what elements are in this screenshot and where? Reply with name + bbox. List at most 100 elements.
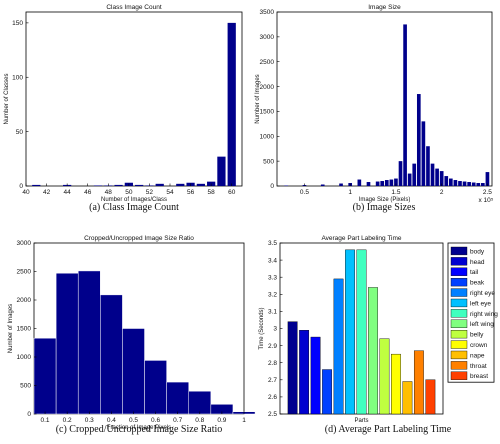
x-tick-label: 0.9 (217, 417, 226, 424)
x-axis-label: Number of Images/Class (101, 197, 167, 203)
y-tick-label: 0 (19, 183, 23, 190)
bar (462, 181, 467, 186)
bar-left-eye (345, 249, 355, 415)
bar-throat (413, 350, 424, 415)
x-tick-label: 54 (166, 189, 174, 196)
bar (398, 161, 403, 186)
legend-swatch (450, 361, 468, 370)
bar (485, 172, 490, 186)
x-tick-label: 0.6 (151, 417, 160, 424)
y-tick-label: 0 (270, 183, 274, 190)
bar (453, 180, 458, 186)
y-axis-label: Time (Seconds) (259, 307, 265, 349)
bar (217, 156, 226, 186)
bar (144, 360, 167, 415)
y-tick-label: 2.8 (268, 360, 277, 367)
legend-label: throat (470, 363, 487, 370)
legend-label: tail (470, 269, 479, 276)
bar (155, 183, 164, 186)
legend-swatch (450, 246, 468, 256)
plot-area (25, 11, 243, 187)
x-tick-label: 0.7 (173, 417, 182, 424)
bar (32, 184, 41, 186)
bar (176, 183, 185, 186)
bar (481, 183, 485, 186)
y-tick-label: 2.6 (268, 394, 277, 401)
x-tick-label: 0.3 (85, 417, 94, 424)
chart-title: Class Image Count (106, 4, 161, 11)
chart-title: Cropped/Uncropped Image Size Ratio (84, 235, 194, 242)
bar (196, 183, 205, 186)
x-tick-label: 0.5 (300, 189, 309, 196)
x-axis-label: Fraction of Image Pixels (107, 425, 171, 431)
legend-swatch (450, 309, 468, 318)
bar-series (287, 249, 436, 415)
bar-tail (310, 336, 321, 415)
bar-right-wing (356, 249, 367, 415)
bar-breast (425, 379, 436, 415)
y-tick-label: 3.3 (268, 274, 277, 281)
bar-nape (402, 381, 413, 415)
y-tick-label: 3.1 (268, 309, 277, 316)
x-tick-label: 52 (146, 189, 154, 196)
x-tick-label: 44 (64, 189, 72, 196)
x-tick-label: 1 (242, 417, 246, 424)
x-tick-label: 46 (84, 189, 92, 196)
bar (389, 179, 394, 186)
bar (366, 182, 371, 186)
x-tick-label: 58 (208, 189, 216, 196)
bar (100, 294, 123, 415)
y-tick-label: 500 (20, 383, 31, 390)
legend-label: crown (470, 342, 488, 349)
y-tick-label: 3.2 (268, 292, 277, 299)
legend-label: head (470, 259, 485, 266)
bar (320, 184, 325, 186)
y-tick-label: 3500 (260, 9, 275, 16)
plot-area (276, 11, 493, 187)
legend-label: left eye (470, 300, 491, 307)
y-tick-label: 0 (27, 411, 31, 418)
x-tick-label: 0.2 (63, 417, 72, 424)
legend-swatch (450, 319, 468, 328)
y-tick-label: 500 (263, 158, 274, 165)
legend-label: body (470, 248, 485, 255)
bar-left-wing (368, 287, 378, 415)
bar (421, 121, 426, 186)
x-tick-label: 0.4 (107, 417, 116, 424)
bar (339, 183, 343, 186)
bar (444, 176, 449, 186)
bar (394, 178, 398, 186)
bar (407, 173, 412, 186)
bar (476, 183, 481, 186)
bar (435, 168, 439, 186)
x-tick-label: 2.5 (483, 189, 492, 196)
chart-title: Average Part Labeling Time (321, 235, 401, 242)
bar (380, 181, 385, 186)
x-tick-label: 2 (440, 189, 444, 196)
y-tick-label: 1000 (17, 354, 32, 361)
y-tick-label: 100 (12, 74, 23, 81)
y-axis-label: Number of Classes (4, 73, 10, 124)
bar (375, 181, 380, 186)
y-tick-label: 3 (273, 326, 277, 333)
bar (93, 185, 103, 186)
bar (227, 22, 236, 187)
bar (284, 185, 288, 186)
y-tick-label: 2500 (17, 269, 32, 276)
chart-panel-3: 2.5 2.6 2.7 2.8 2.9 3 3.1 3.2 3.3 3.4 3.5 Average P… (259, 235, 498, 435)
bar (384, 180, 389, 186)
bar (188, 390, 212, 415)
chart-panel-1: 0.5 1 1.5 2 2.5 0 500 1000 1500 2000 2500 3000 3500 I… (255, 4, 494, 213)
y-tick-label: 2500 (260, 59, 275, 66)
x-tick-label: 0.1 (41, 417, 50, 424)
legend-label: left wing (470, 321, 494, 328)
y-tick-label: 3000 (260, 34, 275, 41)
bar (430, 163, 435, 186)
y-tick-label: 2.9 (268, 343, 277, 350)
legend-swatch (450, 330, 468, 339)
y-axis-label: Number of Images (8, 304, 14, 353)
legend-label: right eye (470, 290, 495, 297)
bar (416, 94, 421, 186)
bar (426, 146, 430, 186)
